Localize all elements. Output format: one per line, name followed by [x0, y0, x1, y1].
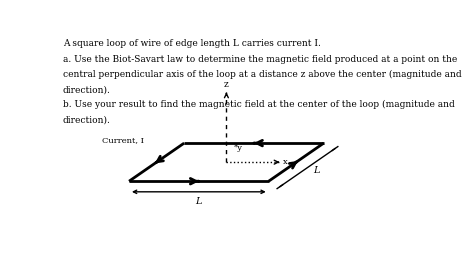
Text: L: L: [196, 197, 202, 206]
Text: direction).: direction).: [63, 116, 111, 125]
Text: direction).: direction).: [63, 85, 111, 94]
Text: Current, I: Current, I: [102, 136, 144, 144]
Text: a. Use the Biot-Savart law to determine the magnetic field produced at a point o: a. Use the Biot-Savart law to determine …: [63, 55, 457, 64]
Text: *y: *y: [234, 144, 243, 152]
Text: L: L: [313, 166, 319, 175]
Text: A square loop of wire of edge length L carries current I.: A square loop of wire of edge length L c…: [63, 39, 321, 48]
Text: x: x: [283, 158, 288, 166]
Text: central perpendicular axis of the loop at a distance z above the center (magnitu: central perpendicular axis of the loop a…: [63, 70, 462, 79]
Text: z: z: [224, 80, 229, 89]
Text: b. Use your result to find the magnetic field at the center of the loop (magnitu: b. Use your result to find the magnetic …: [63, 100, 455, 109]
